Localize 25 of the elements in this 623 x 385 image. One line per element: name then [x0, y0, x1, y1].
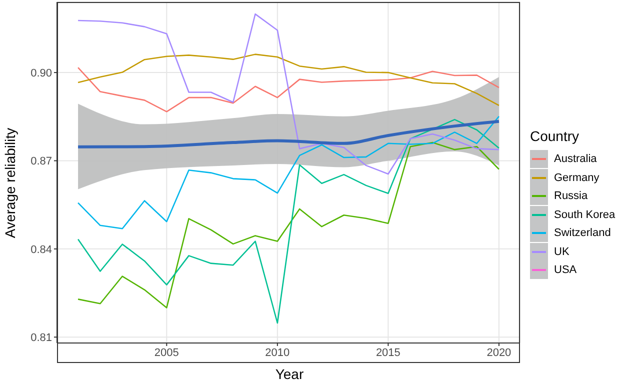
- legend-label: UK: [554, 246, 570, 258]
- line-series: [77, 116, 500, 230]
- line-series: [77, 54, 500, 106]
- y-tick-label: 0.81: [30, 332, 52, 344]
- legend-title: Country: [530, 128, 580, 144]
- y-tick-label: 0.87: [30, 156, 52, 168]
- line-series: [77, 13, 500, 175]
- y-tick-label: 0.84: [30, 244, 52, 256]
- legend-label: Germany: [554, 172, 600, 184]
- x-tick-label: 2015: [376, 346, 400, 359]
- line-series: [77, 118, 500, 324]
- legend-label: South Korea: [554, 208, 616, 221]
- legend-label: USA: [554, 264, 577, 276]
- x-axis-title: Year: [274, 366, 305, 382]
- y-tick-label: 0.90: [30, 67, 52, 80]
- x-tick-label: 2020: [486, 346, 512, 359]
- x-tick-label: 2010: [265, 346, 290, 359]
- y-axis-title: Average reliability: [2, 127, 18, 238]
- legend-label: Russia: [554, 190, 588, 202]
- line-series: [77, 142, 500, 308]
- legend-label: Switzerland: [554, 227, 611, 240]
- line-series: [77, 66, 500, 112]
- line-series: [76, 120, 500, 148]
- x-tick-label: 2005: [154, 346, 179, 359]
- legend-label: Australia: [554, 153, 597, 166]
